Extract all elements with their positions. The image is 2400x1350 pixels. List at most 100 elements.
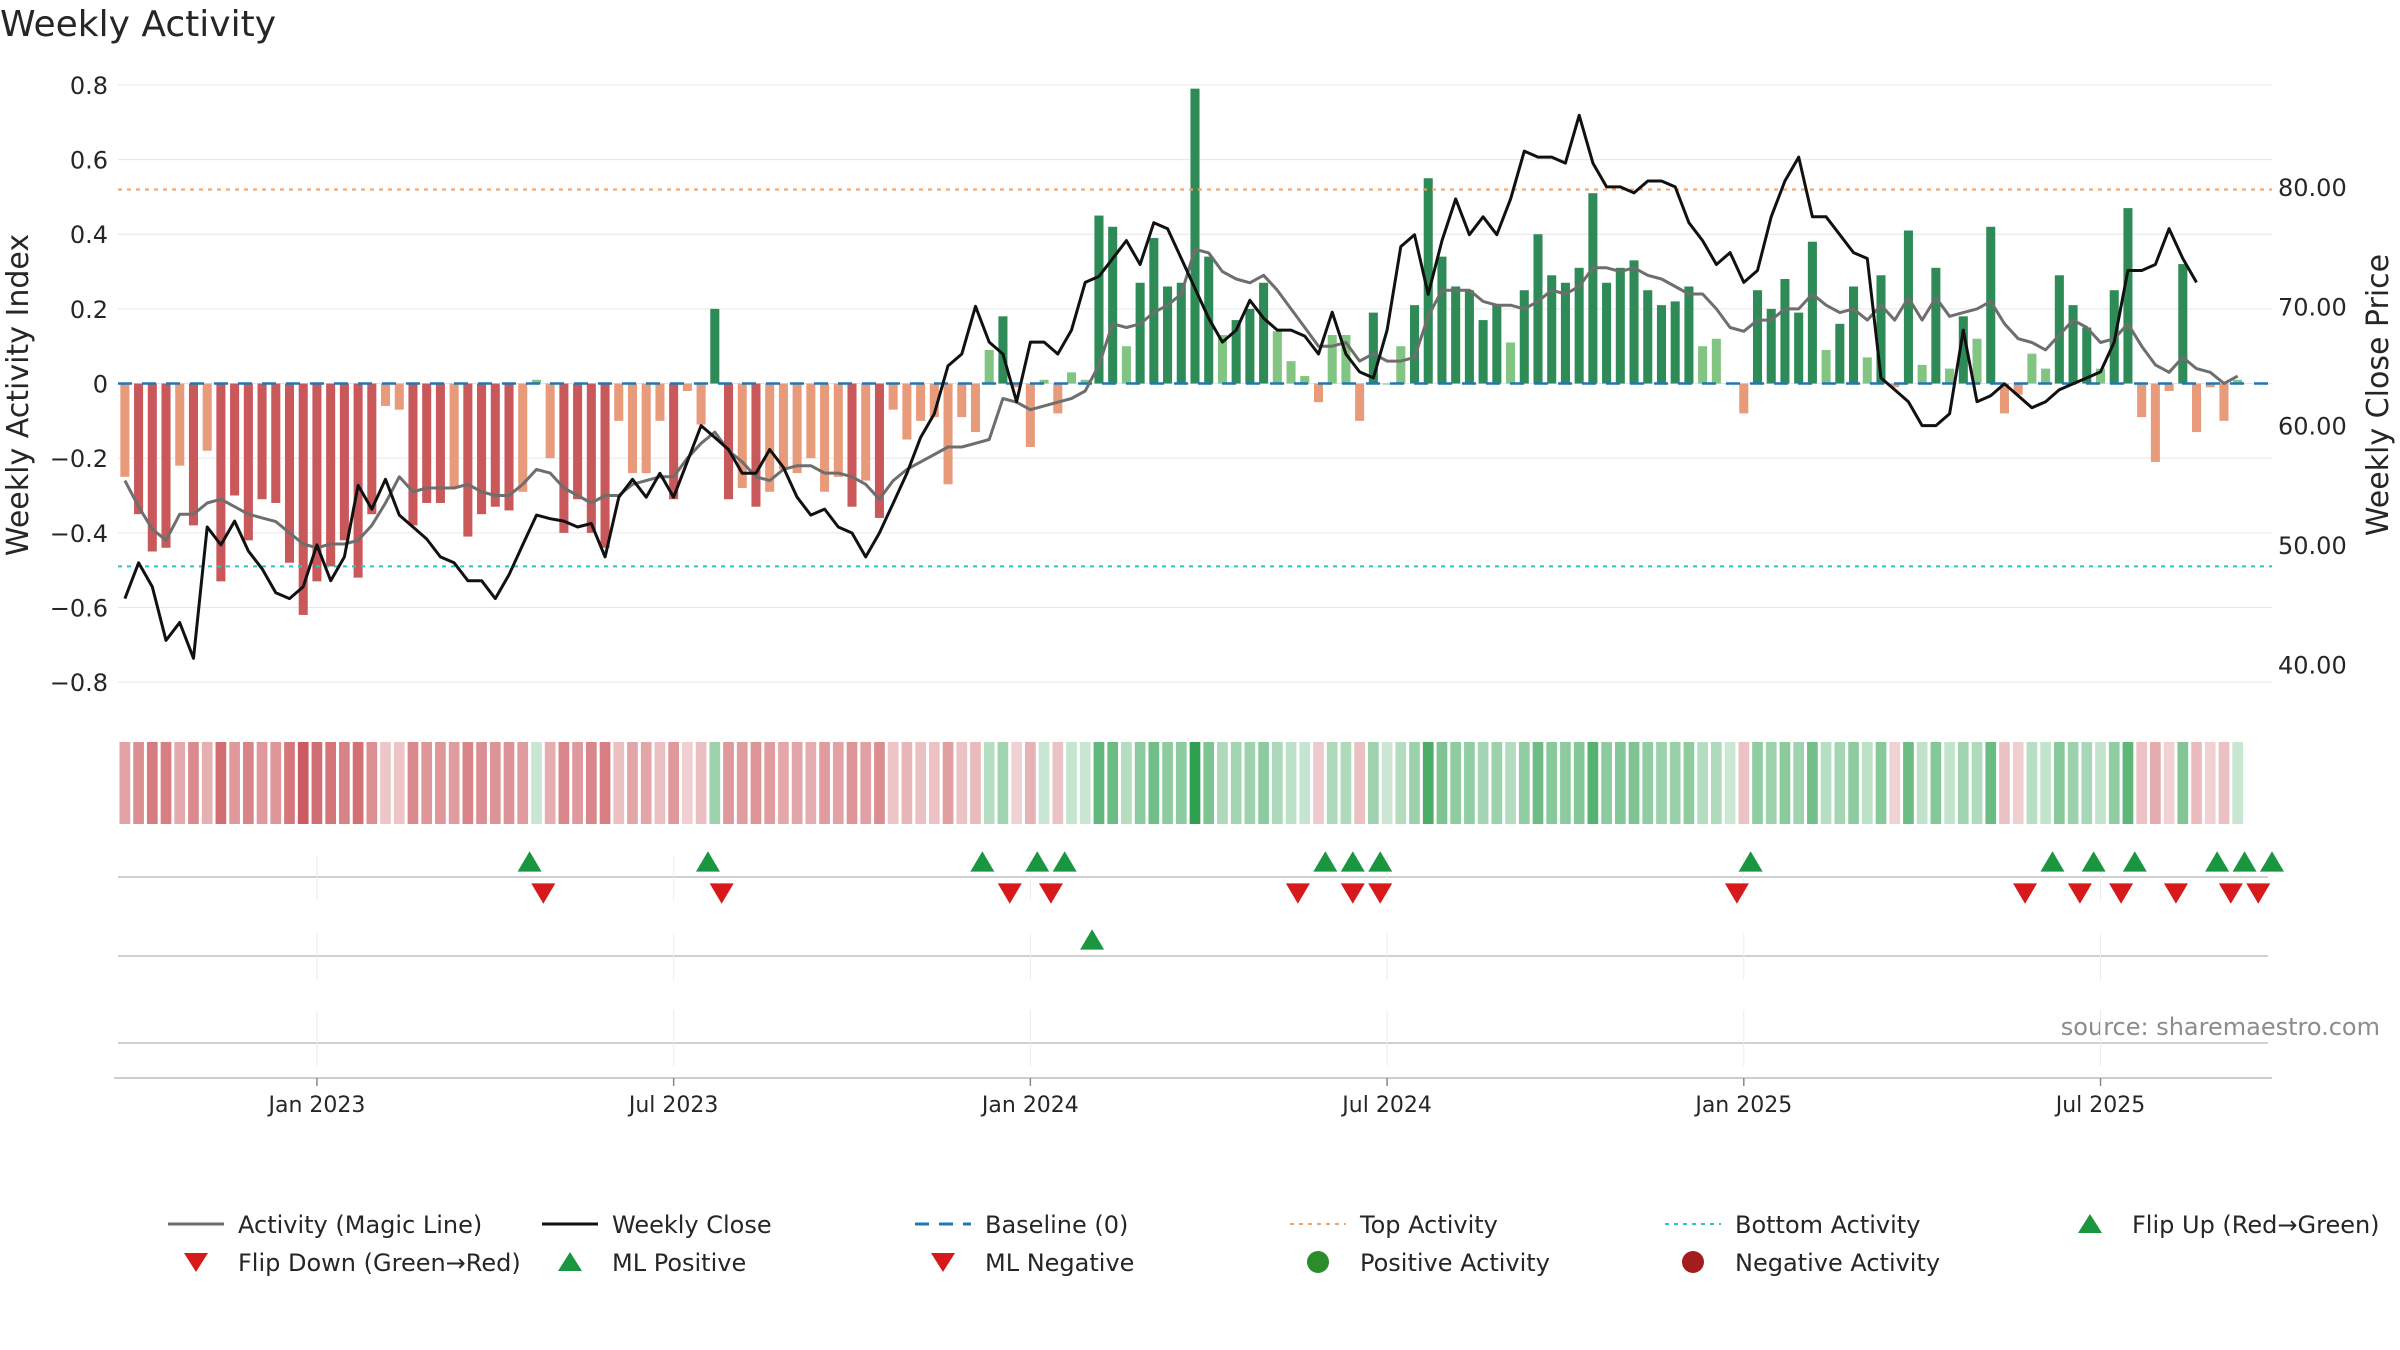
strip-cell <box>1820 742 1832 824</box>
flip-down-marker <box>1368 883 1393 904</box>
strip-cell <box>1738 742 1750 824</box>
strip-cell <box>2067 742 2079 824</box>
strip-cell <box>1683 742 1695 824</box>
flip-up-marker <box>2122 851 2147 872</box>
activity-bar <box>1588 193 1598 384</box>
activity-bar <box>2205 383 2215 388</box>
strip-cell <box>764 742 776 824</box>
strip-cell <box>1669 742 1681 824</box>
activity-bar <box>559 383 569 533</box>
strip-cell <box>1628 742 1640 824</box>
strip-cell <box>1697 742 1708 824</box>
activity-bar <box>1190 88 1200 384</box>
strip-cell <box>270 742 282 824</box>
strip-cell <box>558 742 570 824</box>
activity-bar <box>408 383 418 526</box>
activity-bar <box>1231 320 1241 384</box>
activity-bar <box>737 383 747 489</box>
strip-cell <box>1299 742 1311 824</box>
y-tick-label-right: 40.00 <box>2278 651 2347 679</box>
y-tick-label-right: 80.00 <box>2278 174 2347 202</box>
strip-cell <box>2122 742 2134 824</box>
activity-bar <box>1313 383 1324 403</box>
strip-cell <box>750 742 762 824</box>
strip-cell <box>2136 742 2148 824</box>
strip-cell <box>1930 742 1942 824</box>
strip-cell <box>1217 742 1228 824</box>
strip-cell <box>585 742 597 824</box>
flip-up-marker <box>2232 851 2257 872</box>
activity-bar <box>175 383 185 466</box>
flip-down-marker <box>1724 883 1749 904</box>
strip-cell <box>2163 742 2175 824</box>
activity-bar <box>449 383 459 489</box>
legend-label: Flip Up (Red→Green) <box>2132 1211 2380 1239</box>
strip-cell <box>2026 742 2038 824</box>
flip-up-marker <box>1340 851 1365 872</box>
activity-bar <box>847 383 857 507</box>
legend-item: ML Negative <box>931 1249 1134 1277</box>
strip-cell <box>2191 742 2202 824</box>
activity-bar <box>1862 357 1872 384</box>
activity-bar <box>243 383 253 541</box>
strip-cell <box>1230 742 1242 824</box>
strip-cell <box>1834 742 1846 824</box>
activity-bar <box>1437 256 1447 384</box>
x-axis: Jan 2023 Jul 2023 Jan 2024 Jul 2024 Jan 2025… <box>114 1077 2272 1118</box>
activity-bar <box>1890 383 1900 388</box>
strip-cell <box>874 742 885 824</box>
strip-cell <box>201 742 213 824</box>
strip-cell <box>352 742 364 824</box>
activity-bar <box>1986 226 1996 384</box>
activity-bar <box>1245 308 1255 384</box>
activity-bar <box>1176 282 1186 384</box>
legend-label: Negative Activity <box>1735 1249 1940 1277</box>
activity-bar <box>1039 379 1049 384</box>
x-tick-label: Jan 2023 <box>266 1093 365 1118</box>
activity-bar <box>1643 290 1653 384</box>
axes-layer: −0.8 −0.6 −0.4 −0.2 0 0.2 0.4 0.6 0.8 40.00 50.00 6… <box>50 72 2347 697</box>
activity-bar <box>271 383 281 503</box>
flip-down-marker <box>1285 883 1310 904</box>
activity-bar <box>1108 226 1118 384</box>
strip-cell <box>723 742 734 824</box>
activity-bar <box>339 383 349 541</box>
legend-swatch <box>184 1253 208 1272</box>
strip-cell <box>1409 742 1420 824</box>
activity-bars <box>120 88 2243 615</box>
strip-cell <box>695 742 707 824</box>
strip-cell <box>819 742 830 824</box>
activity-bar <box>2123 208 2133 384</box>
activity-bar <box>614 383 624 421</box>
activity-bar <box>1752 290 1763 384</box>
strip-cell <box>1025 742 1036 824</box>
magic-line <box>123 247 2239 550</box>
strip-cell <box>311 742 323 824</box>
strip-cell <box>970 742 981 824</box>
strip-cell <box>1107 742 1119 824</box>
strip-cell <box>544 742 556 824</box>
strip-cell <box>2012 742 2024 824</box>
strip-cell <box>1093 742 1105 824</box>
strip-cell <box>215 742 227 824</box>
activity-bar <box>1903 230 1913 384</box>
activity-bar <box>381 383 391 406</box>
activity-bar <box>1368 312 1378 384</box>
y-tick-label-left: 0 <box>93 371 108 399</box>
y-tick-label-left: −0.6 <box>50 594 108 622</box>
flip-up-marker <box>1025 851 1050 872</box>
legend-item: Flip Down (Green→Red) <box>184 1249 521 1277</box>
activity-bar <box>1163 286 1173 384</box>
strip-cell <box>846 742 858 824</box>
strip-cell <box>1381 742 1393 824</box>
activity-bar <box>312 383 322 582</box>
activity-bar <box>1423 178 1433 384</box>
activity-bar <box>463 383 473 537</box>
legend-label: Flip Down (Green→Red) <box>238 1249 521 1277</box>
activity-bar <box>586 383 596 533</box>
strip-cell <box>1505 742 1516 824</box>
strip-cell <box>1354 742 1365 824</box>
y-tick-label-left: −0.4 <box>50 520 108 548</box>
strip-cell <box>517 742 529 824</box>
